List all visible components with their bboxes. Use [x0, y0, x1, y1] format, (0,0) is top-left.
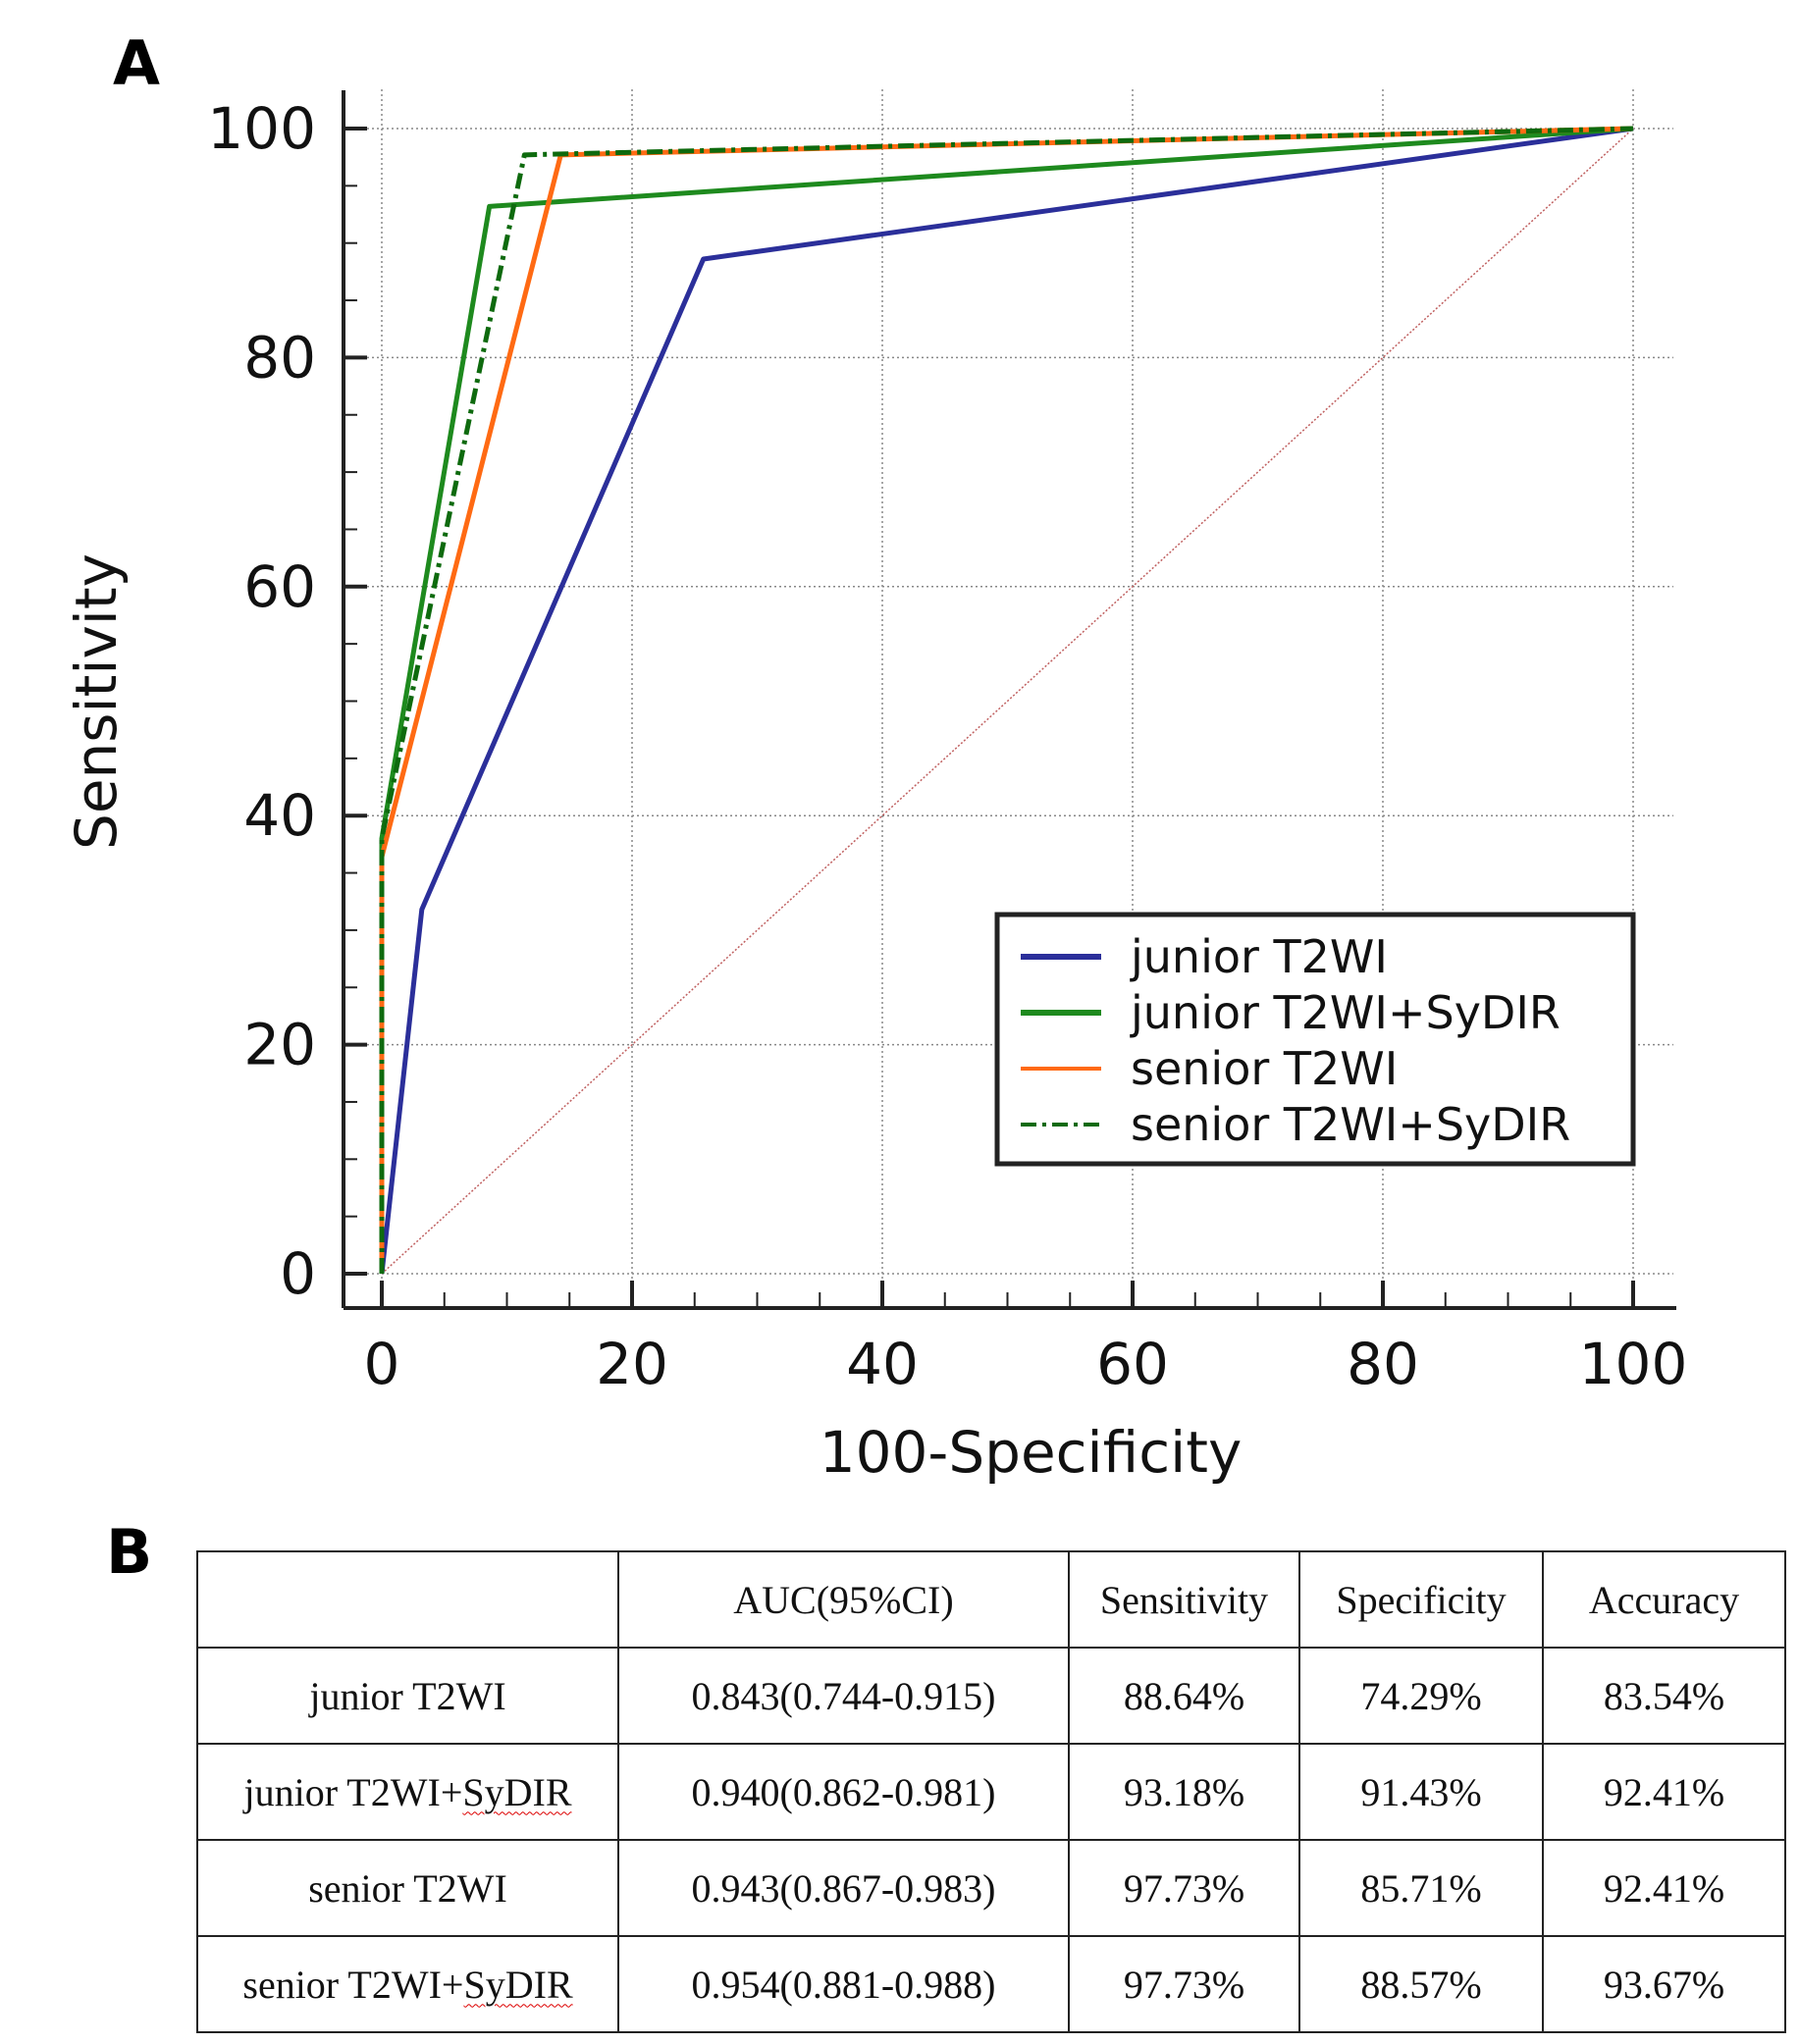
legend-label: junior T2WI: [1130, 930, 1388, 983]
y-tick-label: 40: [243, 782, 316, 849]
spellcheck-underline: SyDIR: [463, 1962, 573, 2007]
specificity-cell: 91.43%: [1298, 1743, 1544, 1841]
x-tick-label: 0: [364, 1331, 400, 1397]
row-label: junior T2WI: [196, 1647, 619, 1745]
table-header-row: AUC(95%CI) Sensitivity Specificity Accur…: [196, 1550, 1786, 1649]
row-label: junior T2WI+SyDIR: [196, 1743, 619, 1841]
sensitivity-cell: 93.18%: [1068, 1743, 1300, 1841]
legend-box: [994, 912, 1636, 1167]
roc-curve-senior-t2wi-sydir: [379, 126, 1634, 1274]
row-label: senior T2WI: [196, 1839, 619, 1937]
x-tick-label: 20: [596, 1331, 668, 1397]
sensitivity-cell: 88.64%: [1068, 1647, 1300, 1745]
legend-label: junior T2WI+SyDIR: [1130, 986, 1561, 1039]
legend-label: senior T2WI: [1131, 1042, 1398, 1095]
accuracy-cell: 83.54%: [1542, 1647, 1786, 1745]
sensitivity-cell: 97.73%: [1068, 1839, 1300, 1937]
roc-chart: 0 20 40 60 80 100 0 20 40 60 80 100 100-Specificity S…: [63, 89, 1688, 1486]
x-tick-label: 40: [846, 1331, 919, 1397]
header-cell: AUC(95%CI): [617, 1550, 1070, 1649]
panel-b-label: B: [106, 1516, 153, 1588]
header-cell: Accuracy: [1542, 1550, 1786, 1649]
sensitivity-cell: 97.73%: [1068, 1935, 1300, 2033]
accuracy-cell: 93.67%: [1542, 1935, 1786, 2033]
y-tick-label: 100: [207, 95, 316, 162]
x-tick-label: 60: [1096, 1331, 1169, 1397]
table-row: senior T2WI 0.943(0.867-0.983) 97.73% 85…: [196, 1839, 1786, 1937]
y-tick-label: 0: [280, 1240, 316, 1307]
x-axis-label: 100-Specificity: [820, 1419, 1243, 1486]
x-tick-label: 100: [1579, 1331, 1688, 1397]
spellcheck-underline: SyDIR: [462, 1769, 572, 1814]
accuracy-cell: 92.41%: [1542, 1743, 1786, 1841]
auc-cell: 0.954(0.881-0.988): [617, 1935, 1070, 2033]
header-cell: Sensitivity: [1068, 1550, 1300, 1649]
header-cell: [196, 1550, 619, 1649]
y-axis-label: Sensitivity: [63, 553, 130, 850]
roc-curve-junior-t2wi: [379, 126, 1634, 1275]
auc-cell: 0.940(0.862-0.981): [617, 1743, 1070, 1841]
y-tick-label: 60: [243, 553, 316, 620]
performance-table: AUC(95%CI) Sensitivity Specificity Accur…: [196, 1550, 1786, 2033]
accuracy-cell: 92.41%: [1542, 1839, 1786, 1937]
row-label: senior T2WI+SyDIR: [196, 1935, 619, 2033]
y-tick-label: 80: [243, 324, 316, 391]
specificity-cell: 74.29%: [1298, 1647, 1544, 1745]
table-row: junior T2WI 0.843(0.744-0.915) 88.64% 74…: [196, 1647, 1786, 1745]
x-tick-label: 80: [1347, 1331, 1419, 1397]
table-row: junior T2WI+SyDIR 0.940(0.862-0.981) 93.…: [196, 1743, 1786, 1841]
auc-cell: 0.843(0.744-0.915): [617, 1647, 1070, 1745]
table-row: senior T2WI+SyDIR 0.954(0.881-0.988) 97.…: [196, 1935, 1786, 2033]
legend-label: senior T2WI+SyDIR: [1131, 1098, 1570, 1151]
specificity-cell: 88.57%: [1298, 1935, 1544, 2033]
auc-cell: 0.943(0.867-0.983): [617, 1839, 1070, 1937]
reference-diagonal-line: [381, 128, 1634, 1275]
panel-a-label: A: [113, 27, 160, 99]
y-tick-label: 20: [243, 1012, 316, 1078]
specificity-cell: 85.71%: [1298, 1839, 1544, 1937]
header-cell: Specificity: [1298, 1550, 1544, 1649]
